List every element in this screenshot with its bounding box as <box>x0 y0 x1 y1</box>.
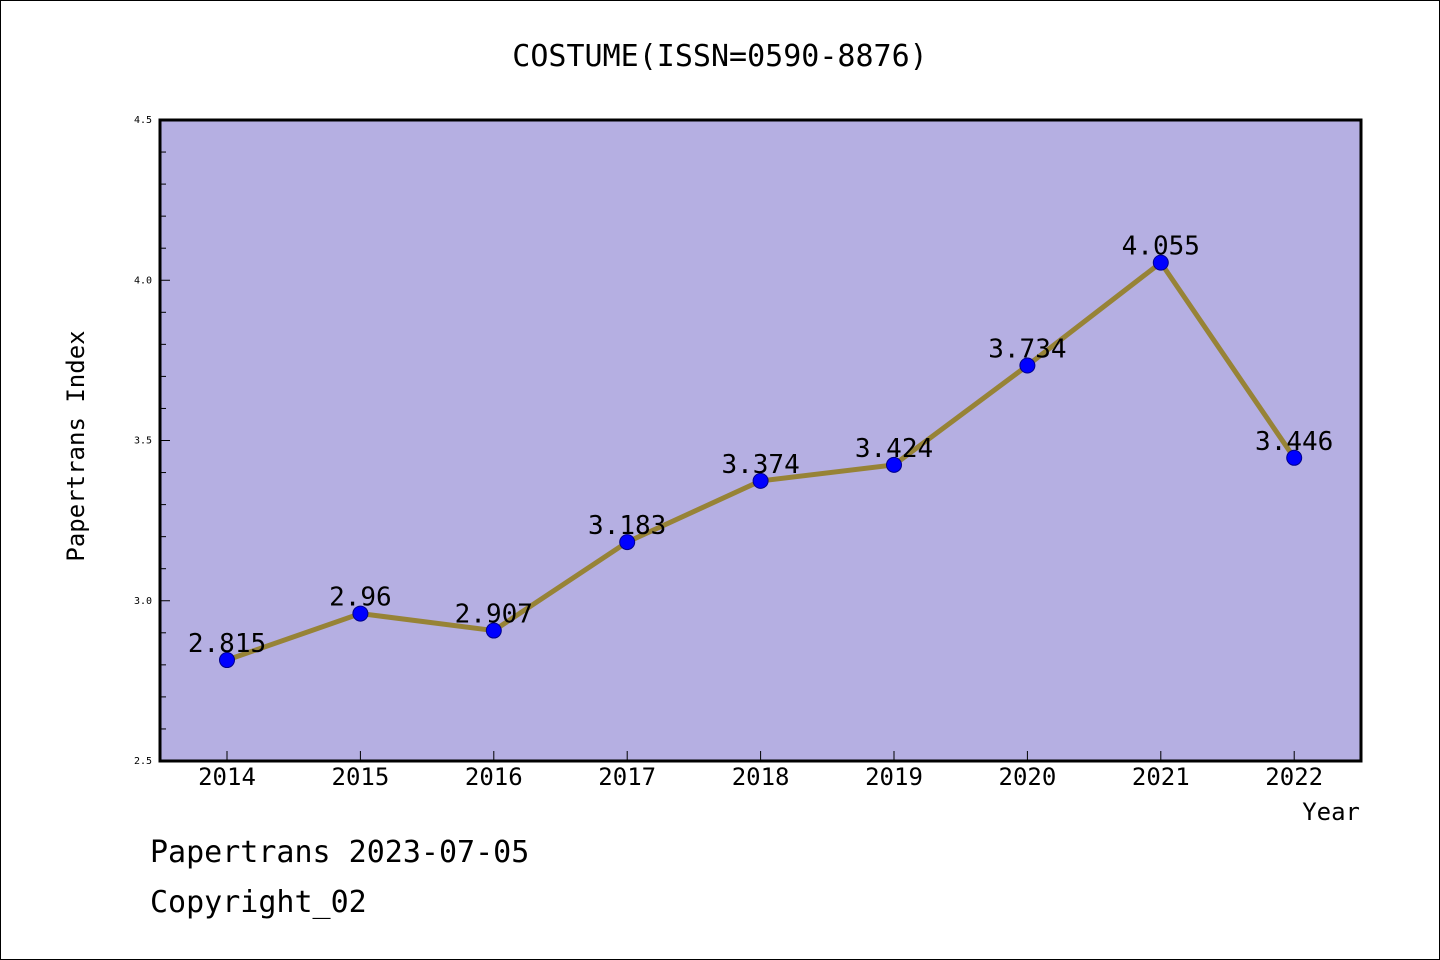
x-tick-label: 2018 <box>732 763 790 791</box>
plot-border <box>158 118 1363 763</box>
x-axis-label: Year <box>1302 798 1360 826</box>
data-point <box>1152 254 1169 271</box>
x-tick-label: 2014 <box>198 763 256 791</box>
footer-date: Papertrans 2023-07-05 <box>150 835 530 870</box>
data-points <box>219 254 1303 669</box>
data-label: 2.96 <box>329 583 392 613</box>
x-tick-label: 2017 <box>598 763 656 791</box>
data-label: 3.734 <box>988 335 1066 365</box>
data-label: 2.907 <box>455 600 533 630</box>
data-point <box>1286 449 1303 466</box>
data-labels: 2.815 2.96 2.907 3.183 3.374 3.424 3.734 4.055 3… <box>188 232 1333 659</box>
x-tick-label: 2015 <box>332 763 390 791</box>
data-point <box>219 652 235 669</box>
data-label: 3.183 <box>588 511 666 541</box>
y-tick-label: 2.5 <box>134 756 152 767</box>
data-label: 2.815 <box>188 629 266 659</box>
data-point <box>752 472 769 489</box>
x-tick-label: 2021 <box>1132 763 1190 791</box>
plot-area <box>160 120 1361 761</box>
data-point <box>352 605 369 622</box>
x-tick-label: 2020 <box>999 763 1057 791</box>
x-axis: 2014 2015 2016 2017 2018 2019 2020 2021 2022 <box>198 751 1323 791</box>
data-label: 3.374 <box>721 450 799 480</box>
data-point <box>886 456 902 473</box>
data-label: 3.446 <box>1255 427 1333 457</box>
data-point <box>1019 357 1036 374</box>
x-tick-label: 2022 <box>1265 763 1323 791</box>
chart-title: COSTUME(ISSN=0590-8876) <box>512 39 927 74</box>
y-tick-label: 3.5 <box>134 436 152 447</box>
footer-copyright: Copyright_02 <box>150 885 367 920</box>
y-axis-label: Papertrans Index <box>62 330 90 561</box>
y-tick-label: 4.0 <box>134 275 152 286</box>
y-tick-label: 3.0 <box>134 596 152 607</box>
y-tick-label: 4.5 <box>134 115 152 126</box>
data-point <box>485 622 502 639</box>
data-point <box>619 534 636 551</box>
x-tick-label: 2016 <box>465 763 523 791</box>
data-label: 4.055 <box>1122 232 1200 262</box>
x-tick-label: 2019 <box>865 763 923 791</box>
data-label: 3.424 <box>855 434 933 464</box>
